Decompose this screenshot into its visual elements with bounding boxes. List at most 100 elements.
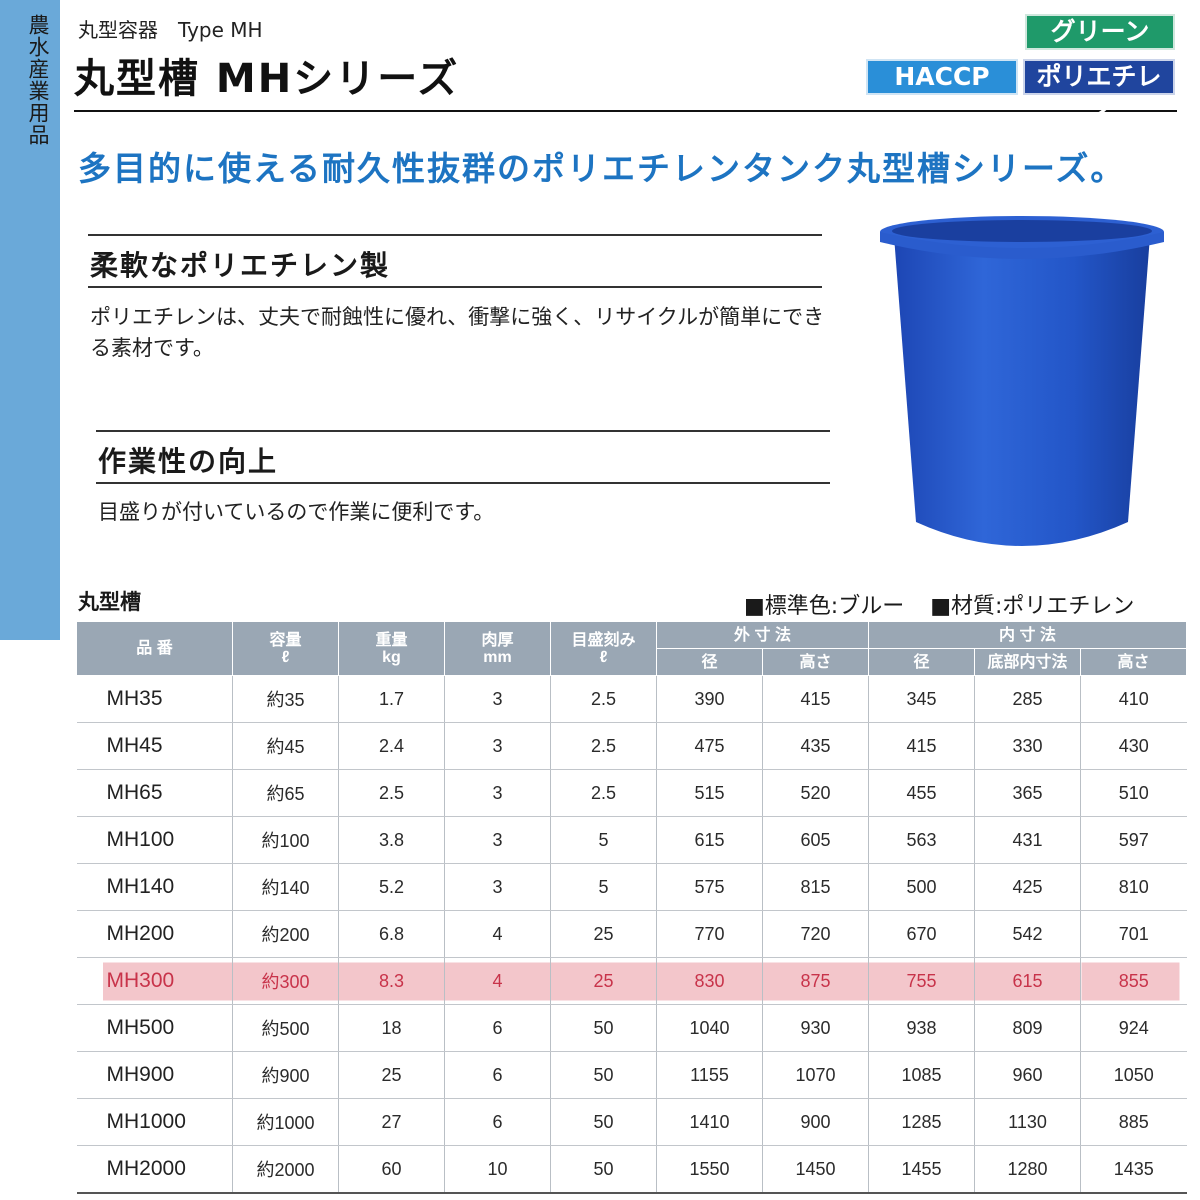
cell-inner-height: 430 <box>1079 722 1187 770</box>
cell-outer-diameter: 1155 <box>656 1051 763 1099</box>
cell-inner-diameter: 455 <box>868 769 975 817</box>
cell-weight: 1.7 <box>338 675 445 723</box>
cell-model: MH35 <box>76 675 233 723</box>
standard-color: ■標準色:ブルー <box>744 594 905 619</box>
cell-model: MH1000 <box>76 1098 233 1146</box>
cell-weight: 3.8 <box>338 816 445 864</box>
cell-inner-diameter: 1285 <box>868 1098 975 1146</box>
header-capacity: 容量 ℓ <box>232 621 339 676</box>
cell-scale: 50 <box>550 1004 657 1052</box>
cell-model: MH65 <box>76 769 233 817</box>
cell-scale: 50 <box>550 1051 657 1099</box>
table-row: MH300 約300 8.3 4 25 830 875 755 615 855 <box>76 957 1187 1005</box>
cell-weight: 27 <box>338 1098 445 1146</box>
category-side-tab: 農水産業用品 <box>0 0 60 640</box>
cell-inner-diameter: 415 <box>868 722 975 770</box>
cell-scale: 50 <box>550 1098 657 1146</box>
cell-inner-bottom: 1280 <box>974 1145 1081 1194</box>
header-outer-height: 高さ <box>762 648 869 676</box>
cell-scale: 2.5 <box>550 769 657 817</box>
cell-scale: 50 <box>550 1145 657 1194</box>
cell-weight: 2.4 <box>338 722 445 770</box>
header-scale: 目盛刻み ℓ <box>550 621 657 676</box>
cell-outer-height: 1070 <box>762 1051 869 1099</box>
cell-outer-height: 875 <box>762 957 869 1005</box>
header-inner-dimensions: 内 寸 法 <box>867 621 1188 649</box>
section-text: 目盛りが付いているので作業に便利です。 <box>98 500 495 524</box>
cell-capacity: 約2000 <box>232 1145 339 1194</box>
cell-scale: 5 <box>550 816 657 864</box>
cell-inner-height: 855 <box>1079 957 1187 1005</box>
cell-inner-bottom: 425 <box>974 863 1081 911</box>
header-outer-diameter: 径 <box>656 648 763 676</box>
cell-inner-height: 810 <box>1079 863 1187 911</box>
cell-thickness: 3 <box>444 863 551 911</box>
cell-thickness: 3 <box>444 816 551 864</box>
cell-outer-diameter: 1040 <box>656 1004 763 1052</box>
table-row: MH2000 約2000 60 10 50 1550 1450 1455 1280 1435 <box>76 1145 1187 1194</box>
cell-thickness: 6 <box>444 1004 551 1052</box>
cell-inner-height: 1050 <box>1079 1051 1187 1099</box>
cell-inner-bottom: 542 <box>974 910 1081 958</box>
cell-model: MH140 <box>76 863 233 911</box>
tagline: 多目的に使える耐久性抜群のポリエチレンタンク丸型槽シリーズ。 <box>78 149 1126 188</box>
cell-weight: 5.2 <box>338 863 445 911</box>
cell-weight: 2.5 <box>338 769 445 817</box>
header-outer-dimensions: 外 寸 法 <box>656 621 869 649</box>
cell-outer-diameter: 390 <box>656 675 763 723</box>
cell-thickness: 10 <box>444 1145 551 1194</box>
header-inner-bottom: 底部内寸法 <box>974 648 1081 676</box>
cell-inner-height: 410 <box>1079 675 1187 723</box>
cell-outer-diameter: 830 <box>656 957 763 1005</box>
cell-outer-diameter: 615 <box>656 816 763 864</box>
cell-outer-diameter: 1410 <box>656 1098 763 1146</box>
table-row: MH45 約45 2.4 3 2.5 475 435 415 330 430 <box>76 722 1187 770</box>
cell-inner-height: 885 <box>1079 1098 1187 1146</box>
cell-outer-height: 720 <box>762 910 869 958</box>
section-rule-top <box>88 234 822 236</box>
cell-inner-bottom: 365 <box>974 769 1081 817</box>
cell-model: MH300 <box>76 957 233 1005</box>
cell-inner-height: 597 <box>1079 816 1187 864</box>
section-rule-bottom <box>88 286 822 288</box>
cell-capacity: 約100 <box>232 816 339 864</box>
cell-scale: 25 <box>550 910 657 958</box>
cell-thickness: 3 <box>444 675 551 723</box>
cell-outer-diameter: 575 <box>656 863 763 911</box>
cell-capacity: 約45 <box>232 722 339 770</box>
table-row: MH200 約200 6.8 4 25 770 720 670 542 701 <box>76 910 1187 958</box>
green-badge: グリーン <box>1025 14 1175 50</box>
cell-inner-height: 924 <box>1079 1004 1187 1052</box>
haccp-badge: HACCP <box>866 59 1018 95</box>
cell-weight: 60 <box>338 1145 445 1194</box>
cell-model: MH45 <box>76 722 233 770</box>
table-row: MH900 約900 25 6 50 1155 1070 1085 960 1050 <box>76 1051 1187 1099</box>
header-inner-diameter: 径 <box>868 648 975 676</box>
page-title: 丸型槽 MHシリーズ <box>74 56 460 102</box>
section-rule-top <box>96 430 830 432</box>
cell-model: MH100 <box>76 816 233 864</box>
cell-inner-bottom: 431 <box>974 816 1081 864</box>
cell-outer-height: 815 <box>762 863 869 911</box>
spec-note: ■標準色:ブルー ■材質:ポリエチレン <box>744 588 1134 620</box>
cell-capacity: 約35 <box>232 675 339 723</box>
cell-weight: 6.8 <box>338 910 445 958</box>
section-heading: 作業性の向上 <box>98 445 279 478</box>
cell-outer-height: 520 <box>762 769 869 817</box>
section-rule-bottom <box>96 482 830 484</box>
table-row: MH65 約65 2.5 3 2.5 515 520 455 365 510 <box>76 769 1187 817</box>
cell-inner-diameter: 1455 <box>868 1145 975 1194</box>
cell-weight: 25 <box>338 1051 445 1099</box>
cell-inner-bottom: 285 <box>974 675 1081 723</box>
cell-thickness: 4 <box>444 910 551 958</box>
cell-outer-height: 1450 <box>762 1145 869 1194</box>
cell-scale: 5 <box>550 863 657 911</box>
table-row: MH1000 約1000 27 6 50 1410 900 1285 1130 885 <box>76 1098 1187 1146</box>
table-row: MH500 約500 18 6 50 1040 930 938 809 924 <box>76 1004 1187 1052</box>
cell-inner-bottom: 1130 <box>974 1098 1081 1146</box>
category-label: 農水産業用品 <box>26 14 50 146</box>
cell-capacity: 約200 <box>232 910 339 958</box>
cell-outer-diameter: 475 <box>656 722 763 770</box>
cell-scale: 2.5 <box>550 722 657 770</box>
title-divider <box>74 110 1177 112</box>
